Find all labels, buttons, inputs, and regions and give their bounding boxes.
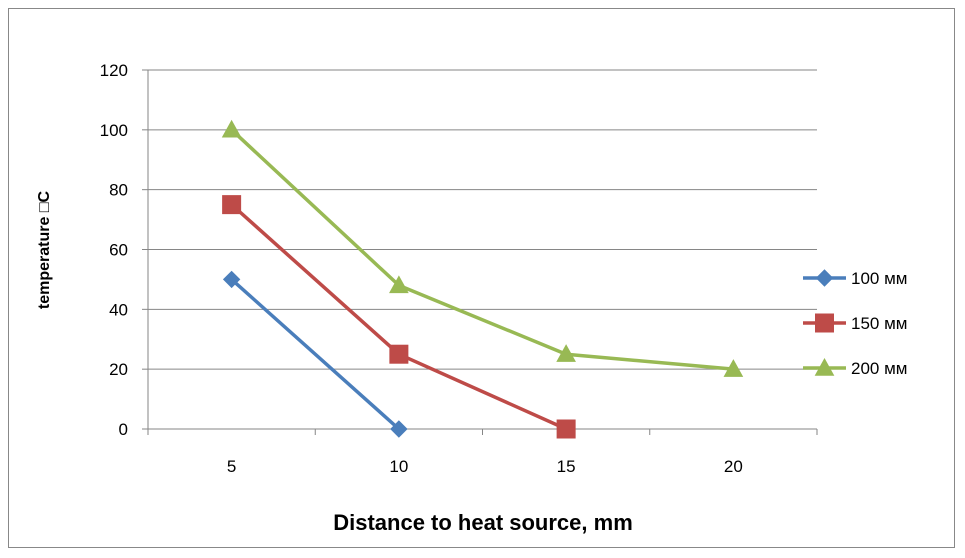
y-axis-title: temperature □C bbox=[36, 190, 53, 309]
data-point bbox=[389, 275, 409, 294]
x-tick-labels: 5 10 15 20 bbox=[227, 457, 743, 476]
series-line bbox=[230, 203, 567, 431]
series-1 bbox=[222, 195, 576, 439]
legend-swatch-marker bbox=[815, 313, 834, 333]
y-tick-label: 80 bbox=[109, 181, 128, 200]
data-point bbox=[221, 119, 242, 138]
x-tick-label: 20 bbox=[724, 457, 743, 476]
legend-label: 150 мм bbox=[851, 314, 907, 333]
data-point bbox=[222, 195, 242, 215]
x-axis-title: Distance to heat source, mm bbox=[333, 510, 633, 535]
x-tick-label: 10 bbox=[389, 457, 408, 476]
y-tick-label: 100 bbox=[100, 121, 128, 140]
series-line bbox=[230, 278, 401, 431]
y-tick-labels: 0 20 40 60 80 100 120 bbox=[100, 61, 128, 439]
legend-entry: 150 мм bbox=[803, 313, 907, 333]
legend-entry: 100 мм bbox=[803, 269, 907, 288]
series-layer bbox=[221, 119, 744, 439]
legend-label: 100 мм bbox=[851, 269, 907, 288]
axes bbox=[142, 69, 818, 435]
y-tick-label: 120 bbox=[100, 61, 128, 80]
data-point bbox=[390, 420, 408, 438]
chart-frame bbox=[8, 8, 955, 548]
legend-entry: 200 мм bbox=[803, 357, 907, 378]
data-point bbox=[222, 270, 241, 289]
data-point bbox=[723, 359, 744, 377]
series-2 bbox=[221, 119, 744, 377]
data-point bbox=[389, 344, 409, 364]
y-tick-label: 60 bbox=[109, 241, 128, 260]
legend: 100 мм 150 мм 200 мм bbox=[803, 269, 907, 378]
series-0 bbox=[222, 270, 408, 438]
legend-swatch-marker bbox=[814, 357, 835, 376]
y-tick-label: 40 bbox=[109, 300, 128, 319]
legend-label: 200 мм bbox=[851, 359, 907, 378]
legend-swatch-marker bbox=[815, 269, 834, 287]
series-line bbox=[230, 128, 734, 371]
data-point bbox=[556, 419, 576, 439]
y-tick-label: 20 bbox=[109, 360, 128, 379]
gridlines bbox=[148, 69, 817, 370]
y-tick-label: 0 bbox=[119, 420, 128, 439]
x-tick-label: 15 bbox=[557, 457, 576, 476]
x-tick-label: 5 bbox=[227, 457, 236, 476]
data-point bbox=[556, 344, 576, 362]
